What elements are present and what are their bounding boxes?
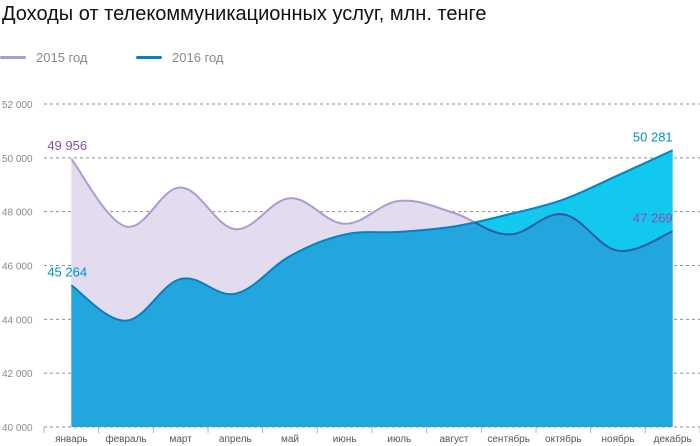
x-tick-label-0: январь (55, 434, 87, 445)
data-label-2: 50 281 (633, 129, 673, 144)
legend-swatch-2015 (0, 55, 26, 59)
legend-label-2016: 2016 год (172, 49, 224, 65)
x-axis: январь февраль март апрель май июнь июль август… (55, 433, 692, 445)
x-tick-label-9: октябрь (545, 433, 582, 445)
chart-legend: 2015 год 2016 год (0, 47, 400, 67)
data-label-0: 49 956 (47, 138, 87, 153)
x-tick-label-6: июль (387, 434, 411, 445)
y-tick-label-40000: 40 000 (2, 423, 33, 434)
legend-label-2015: 2015 год (36, 49, 88, 65)
x-tick-label-2: март (169, 434, 192, 445)
x-tick-label-8: сентябрь (487, 433, 530, 445)
y-axis: 40 000 42 000 44 000 46 000 48 000 50 000 52 0… (2, 100, 33, 434)
x-tick-label-3: апрель (219, 434, 252, 445)
y-tick-label-44000: 44 000 (2, 315, 33, 326)
y-tick-label-48000: 48 000 (2, 208, 33, 219)
x-tick-label-11: декабрь (654, 433, 692, 445)
data-labels: 49 956 45 264 50 281 47 269 (47, 129, 672, 279)
chart-title: Доходы от телекоммуникационных услуг, мл… (2, 3, 487, 25)
x-tick-label-4: май (281, 434, 299, 445)
y-tick-label-50000: 50 000 (2, 154, 33, 165)
x-tick-label-7: август (440, 434, 469, 445)
x-tick-label-10: ноябрь (602, 433, 635, 445)
y-tick-label-46000: 46 000 (2, 262, 33, 273)
series-areas (71, 150, 673, 427)
y-tick-label-42000: 42 000 (2, 369, 33, 380)
legend-item-2016[interactable]: 2016 год (136, 47, 224, 67)
x-tick-label-1: февраль (105, 433, 146, 445)
legend-swatch-2016 (136, 55, 162, 59)
data-label-1: 45 264 (47, 264, 87, 279)
line-2016 (70, 149, 674, 322)
data-label-3: 47 269 (633, 210, 673, 225)
y-tick-label-52000: 52 000 (2, 100, 33, 111)
series-lines (70, 149, 674, 322)
x-tick-label-5: июнь (333, 434, 357, 445)
legend-item-2015[interactable]: 2015 год (0, 47, 88, 67)
